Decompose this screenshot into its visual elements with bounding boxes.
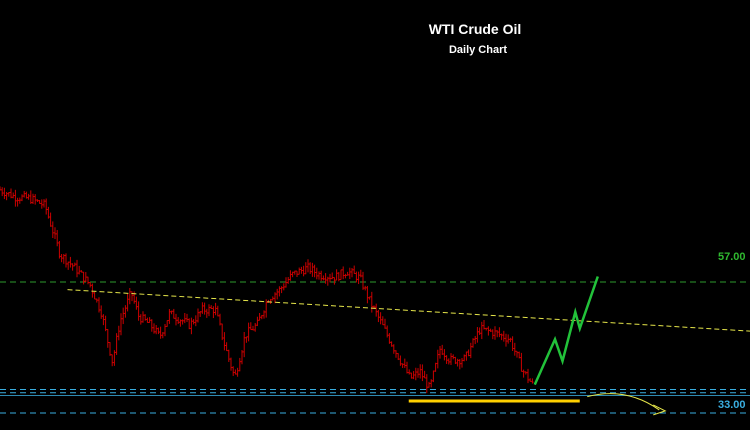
price-bars bbox=[0, 186, 534, 394]
arrow-head bbox=[653, 404, 667, 416]
chart-subtitle: Daily Chart bbox=[449, 44, 507, 56]
level-label-33: 33.00 bbox=[718, 399, 746, 411]
annotations bbox=[67, 276, 750, 416]
level-label-57: 57.00 bbox=[718, 251, 746, 263]
projection-path bbox=[533, 276, 599, 386]
chart-title: WTI Crude Oil bbox=[429, 21, 522, 37]
alternative-scenario-arrow bbox=[587, 393, 660, 411]
descending-trendline bbox=[67, 289, 750, 332]
level-lines bbox=[0, 281, 750, 414]
